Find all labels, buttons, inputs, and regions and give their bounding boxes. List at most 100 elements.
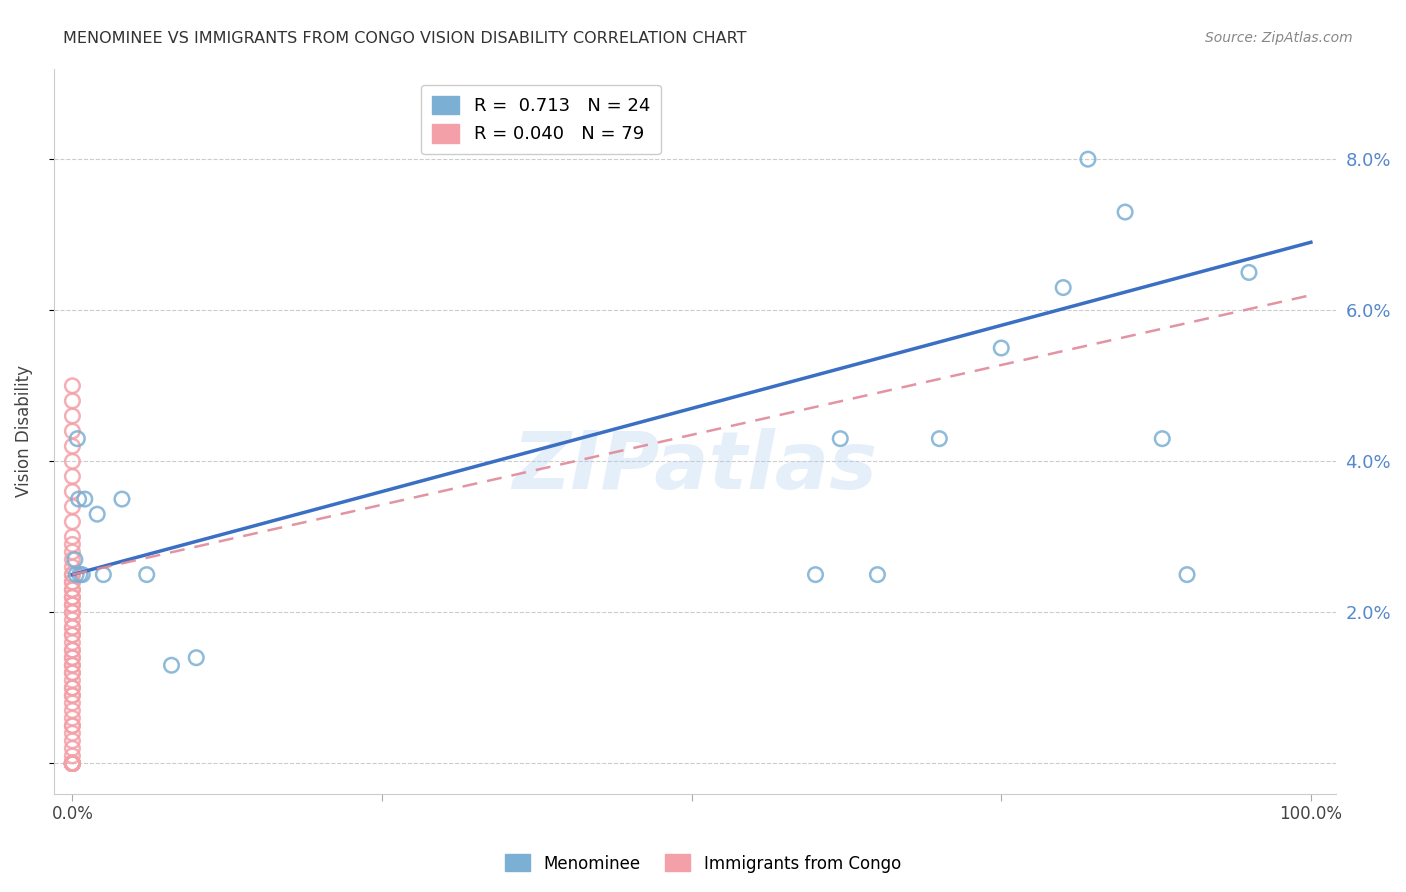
Point	[62, 756, 84, 771]
Point	[62, 696, 84, 710]
Point	[62, 598, 84, 612]
Point	[62, 711, 84, 725]
Point	[62, 378, 84, 392]
Point	[69, 567, 91, 582]
Point	[62, 606, 84, 620]
Point	[62, 741, 84, 756]
Point	[62, 756, 84, 771]
Point	[62, 582, 84, 597]
Point	[62, 537, 84, 551]
Point	[62, 650, 84, 665]
Point	[62, 620, 84, 634]
Point	[86, 507, 108, 521]
Point	[62, 756, 84, 771]
Point	[62, 575, 84, 590]
Point	[62, 704, 84, 718]
Point	[62, 719, 84, 733]
Point	[62, 643, 84, 657]
Point	[62, 719, 84, 733]
Point	[928, 432, 950, 446]
Point	[62, 560, 84, 574]
Point	[62, 500, 84, 514]
Point	[67, 492, 90, 507]
Point	[62, 756, 84, 771]
Point	[830, 432, 852, 446]
Point	[62, 756, 84, 771]
Point	[804, 567, 827, 582]
Legend: R =  0.713   N = 24, R = 0.040   N = 79: R = 0.713 N = 24, R = 0.040 N = 79	[422, 85, 661, 154]
Point	[62, 733, 84, 747]
Point	[62, 756, 84, 771]
Point	[62, 756, 84, 771]
Point	[62, 756, 84, 771]
Point	[65, 567, 87, 582]
Point	[62, 681, 84, 695]
Point	[62, 689, 84, 703]
Point	[111, 492, 134, 507]
Point	[62, 530, 84, 544]
Point	[135, 567, 157, 582]
Point	[62, 575, 84, 590]
Point	[62, 658, 84, 673]
Point	[62, 756, 84, 771]
Point	[62, 756, 84, 771]
Point	[62, 658, 84, 673]
Point	[62, 613, 84, 627]
Point	[1114, 205, 1136, 219]
Point	[66, 432, 89, 446]
Point	[62, 681, 84, 695]
Point	[62, 756, 84, 771]
Point	[62, 545, 84, 559]
Point	[186, 650, 208, 665]
Point	[62, 598, 84, 612]
Point	[62, 469, 84, 483]
Point	[62, 756, 84, 771]
Point	[62, 628, 84, 642]
Point	[62, 756, 84, 771]
Point	[160, 658, 183, 673]
Point	[62, 591, 84, 605]
Point	[62, 620, 84, 634]
Point	[1237, 265, 1260, 279]
Point	[62, 567, 84, 582]
Point	[62, 643, 84, 657]
Point	[62, 756, 84, 771]
Point	[62, 726, 84, 740]
Point	[62, 591, 84, 605]
Text: ZIPatlas: ZIPatlas	[512, 428, 877, 507]
Point	[62, 756, 84, 771]
Point	[62, 582, 84, 597]
Point	[62, 756, 84, 771]
Point	[62, 650, 84, 665]
Point	[62, 439, 84, 453]
Point	[62, 454, 84, 468]
Text: Source: ZipAtlas.com: Source: ZipAtlas.com	[1205, 31, 1353, 45]
Point	[62, 748, 84, 763]
Point	[990, 341, 1012, 355]
Point	[62, 756, 84, 771]
Point	[62, 756, 84, 771]
Point	[866, 567, 889, 582]
Point	[62, 628, 84, 642]
Point	[63, 552, 86, 566]
Point	[62, 484, 84, 499]
Point	[62, 756, 84, 771]
Point	[1052, 280, 1074, 294]
Point	[62, 756, 84, 771]
Point	[62, 635, 84, 649]
Point	[62, 606, 84, 620]
Point	[62, 665, 84, 680]
Point	[62, 756, 84, 771]
Point	[62, 409, 84, 423]
Point	[72, 567, 94, 582]
Point	[62, 393, 84, 408]
Point	[1152, 432, 1174, 446]
Point	[62, 756, 84, 771]
Text: MENOMINEE VS IMMIGRANTS FROM CONGO VISION DISABILITY CORRELATION CHART: MENOMINEE VS IMMIGRANTS FROM CONGO VISIO…	[63, 31, 747, 46]
Y-axis label: Vision Disability: Vision Disability	[15, 365, 32, 497]
Point	[1175, 567, 1198, 582]
Point	[93, 567, 115, 582]
Point	[1077, 152, 1099, 166]
Legend: Menominee, Immigrants from Congo: Menominee, Immigrants from Congo	[498, 847, 908, 880]
Point	[73, 492, 96, 507]
